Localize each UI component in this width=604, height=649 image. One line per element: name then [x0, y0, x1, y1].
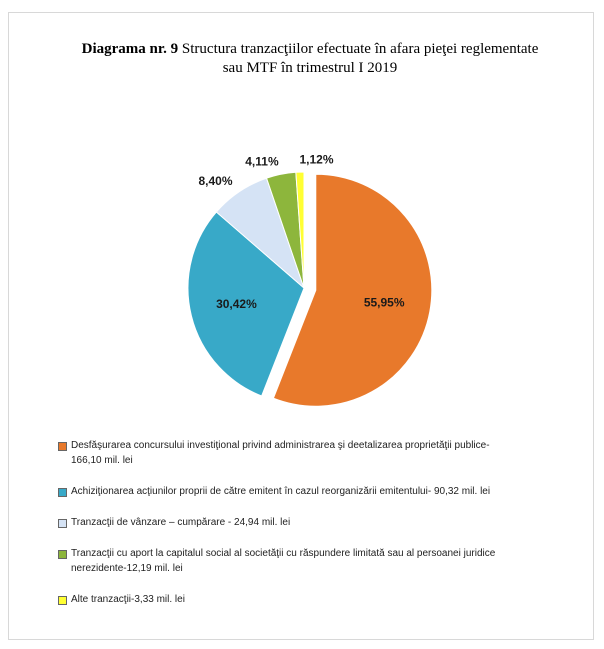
- legend-swatch: [58, 596, 67, 605]
- legend-item: Achiziţionarea acţiunilor proprii de căt…: [58, 484, 508, 499]
- data-label: 55,95%: [364, 295, 405, 309]
- legend-item: Tranzacţii de vânzare – cumpărare - 24,9…: [58, 515, 508, 530]
- chart-title: Diagrama nr. 9 Structura tranzacţiilor e…: [70, 40, 550, 78]
- title-text: Structura tranzacţiilor efectuate în afa…: [181, 41, 539, 76]
- legend-item: Desfăşurarea concursului investiţional p…: [58, 438, 508, 468]
- legend-swatch: [58, 519, 67, 528]
- legend-item: Alte tranzacţii-3,33 mil. lei: [58, 592, 508, 607]
- pie-slice: [272, 173, 433, 407]
- legend-swatch: [58, 442, 67, 451]
- legend-item: Tranzacţii cu aport la capitalul social …: [58, 546, 508, 576]
- data-label: 8,40%: [198, 174, 232, 188]
- data-label: 1,12%: [299, 152, 333, 166]
- legend-label: Achiziţionarea acţiunilor proprii de căt…: [71, 486, 491, 497]
- legend-label: Tranzacţii cu aport la capitalul social …: [71, 548, 496, 574]
- legend-label: Desfăşurarea concursului investiţional p…: [71, 440, 490, 466]
- data-label: 30,42%: [216, 297, 257, 311]
- pie-slice: [187, 211, 305, 397]
- frame: [8, 12, 594, 640]
- legend-label: Alte tranzacţii-3,33 mil. lei: [71, 594, 185, 605]
- pie-slice: [295, 171, 305, 289]
- title-bold: Diagrama nr. 9: [81, 41, 179, 57]
- legend-label: Tranzacţii de vânzare – cumpărare - 24,9…: [71, 517, 291, 528]
- legend-swatch: [58, 488, 67, 497]
- data-label: 4,11%: [245, 155, 279, 169]
- legend-swatch: [58, 550, 67, 559]
- legend: Desfăşurarea concursului investiţional p…: [58, 438, 508, 623]
